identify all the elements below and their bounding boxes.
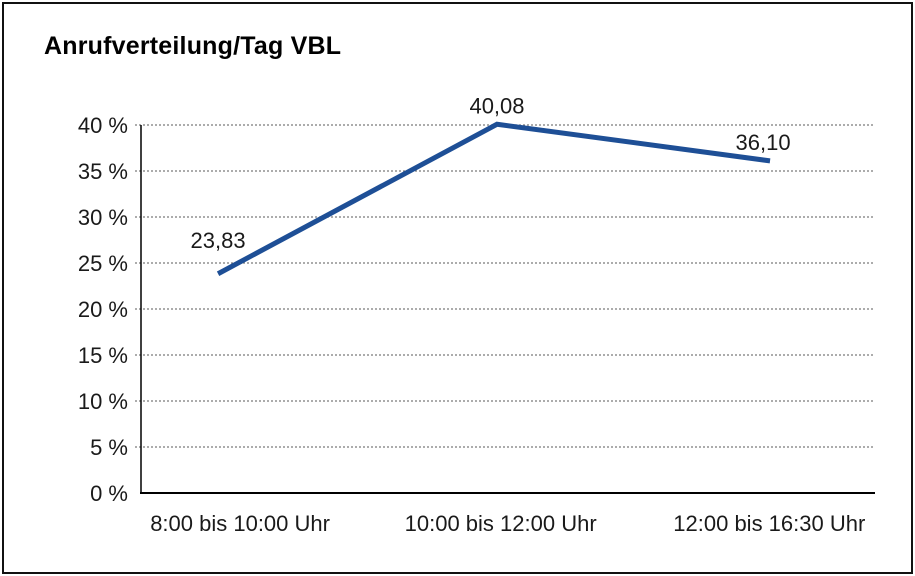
x-category-label: 12:00 bis 16:30 Uhr <box>673 511 865 536</box>
chart-title: Anrufverteilung/Tag VBL <box>44 32 342 60</box>
x-category-label: 10:00 bis 12:00 Uhr <box>405 511 597 536</box>
data-point-label: 23,83 <box>191 228 246 253</box>
x-category-label: 8:00 bis 10:00 Uhr <box>150 511 330 536</box>
y-tick-label: 10 % <box>78 389 128 414</box>
y-tick-label: 25 % <box>78 251 128 276</box>
y-tick-label: 35 % <box>78 159 128 184</box>
data-point-label: 40,08 <box>469 93 524 118</box>
data-point-label: 36,10 <box>736 130 791 155</box>
y-tick-label: 20 % <box>78 297 128 322</box>
y-tick-label: 30 % <box>78 205 128 230</box>
data-line <box>216 121 771 276</box>
y-tick-label: 40 % <box>78 113 128 138</box>
y-tick-label: 5 % <box>90 435 128 460</box>
y-tick-label: 0 % <box>90 481 128 506</box>
y-tick-label: 15 % <box>78 343 128 368</box>
